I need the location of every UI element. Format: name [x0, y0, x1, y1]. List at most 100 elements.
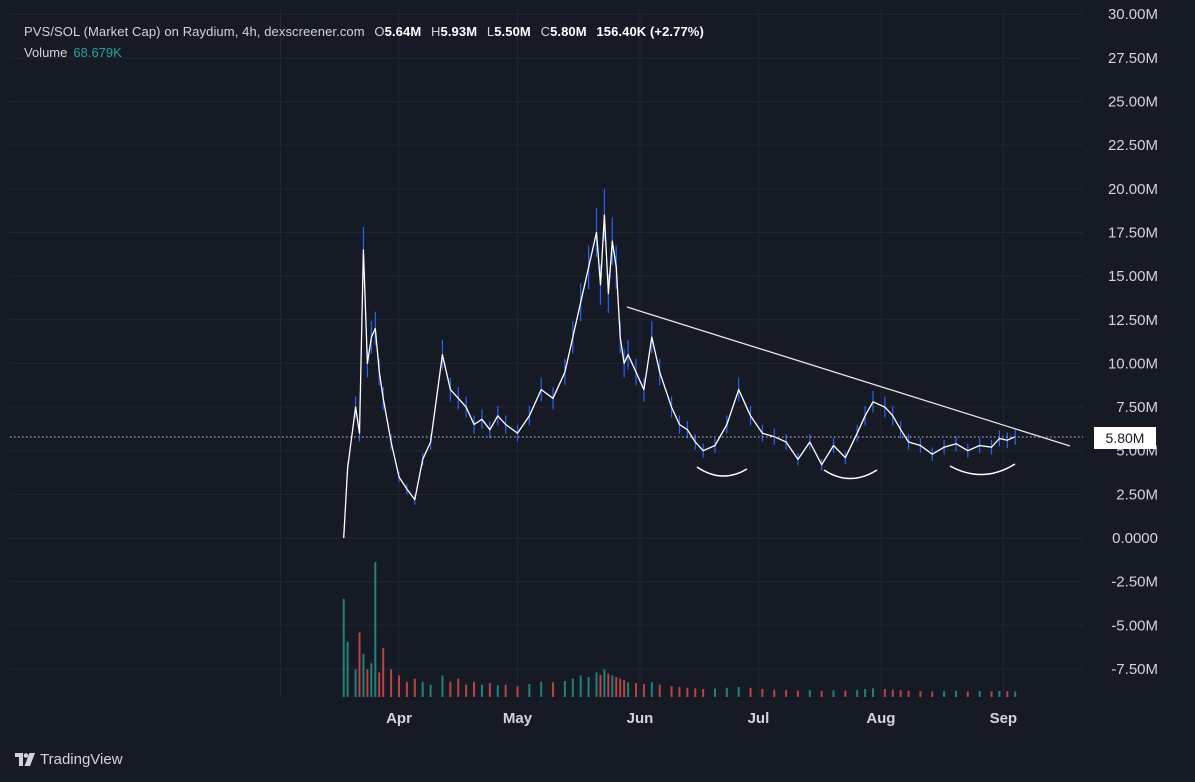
volume-bar [808, 689, 811, 697]
gridlines [10, 10, 1083, 698]
volume-bar [595, 672, 598, 697]
y-tick-label: 27.50M [1108, 50, 1158, 67]
volume-bar [623, 680, 626, 697]
price-line [343, 214, 1016, 539]
volume-bar [346, 641, 349, 697]
high-value: 5.93M [440, 24, 478, 39]
volume-bar [465, 684, 468, 697]
symbol-title[interactable]: PVS/SOL (Market Cap) on Raydium, 4h, dex… [24, 24, 365, 39]
volume-bar [358, 632, 361, 697]
volume-bar [552, 682, 555, 697]
volume-bar [642, 684, 645, 697]
y-tick-label: 17.50M [1108, 224, 1158, 241]
volume-bar [611, 675, 614, 697]
rounded-bottom-3 [949, 463, 1016, 476]
volume-bars [342, 562, 1017, 697]
volume-bar [488, 683, 491, 697]
volume-bar [891, 689, 894, 697]
x-tick-label: Apr [386, 710, 412, 727]
volume-bar [405, 681, 408, 697]
y-tick-label: -2.50M [1111, 574, 1158, 591]
volume-bar [449, 681, 452, 697]
volume-bar [670, 686, 673, 697]
volume-bar [603, 669, 606, 697]
y-tick-label: -5.00M [1111, 617, 1158, 634]
volume-bar [954, 690, 957, 697]
volume-legend[interactable]: Volume 68.679K [24, 45, 122, 60]
volume-bar [480, 684, 483, 697]
y-tick-label: 12.50M [1108, 312, 1158, 329]
volume-bar [429, 684, 432, 697]
volume-bar [382, 647, 385, 697]
volume-bar [635, 683, 637, 697]
volume-label: Volume [24, 45, 68, 60]
x-tick-label: Jun [627, 710, 654, 727]
rounded-bottom-2 [823, 469, 878, 480]
volume-bar [650, 682, 653, 697]
volume-bar [931, 691, 934, 697]
volume-bar [990, 691, 993, 697]
volume-bar [966, 691, 969, 697]
volume-bar [678, 686, 681, 697]
y-tick-label: 30.00M [1108, 6, 1158, 23]
y-tick-label: 10.00M [1108, 355, 1158, 372]
volume-bar [504, 684, 507, 697]
open-value: 5.64M [384, 24, 422, 39]
volume-bar [832, 690, 835, 697]
volume-bar [872, 688, 874, 697]
volume-bar [737, 686, 740, 697]
y-tick-label: 25.00M [1108, 94, 1158, 111]
y-tick-label: 0.0000 [1112, 530, 1158, 547]
volume-bar [599, 674, 602, 697]
change-value: 156.40K (+2.77%) [596, 24, 704, 39]
volume-bar [1014, 691, 1017, 697]
volume-bar [413, 678, 416, 697]
volume-bar [785, 689, 788, 697]
volume-bar [844, 690, 847, 697]
volume-bar [899, 690, 902, 697]
volume-bar [627, 682, 630, 697]
volume-bar [943, 691, 946, 697]
descending-trendline [626, 306, 1071, 447]
x-tick-label: Sep [990, 710, 1018, 727]
volume-bar [761, 689, 764, 697]
volume-bar [516, 686, 519, 697]
volume-bar [374, 562, 377, 697]
volume-bar [362, 654, 365, 697]
volume-bar [615, 677, 618, 697]
close-label: C [540, 24, 551, 39]
volume-bar [820, 690, 823, 697]
volume-bar [441, 675, 444, 697]
y-tick-label: 7.50M [1116, 399, 1158, 416]
volume-bar [579, 675, 582, 697]
volume-bar [619, 678, 622, 697]
high-label: H [431, 24, 441, 39]
x-tick-label: Aug [866, 710, 895, 727]
volume-bar [658, 684, 661, 697]
volume-bar [998, 691, 1001, 697]
volume-bar [354, 669, 357, 697]
x-tick-label: May [503, 710, 533, 727]
x-axis[interactable]: Apr May Jun Jul Aug Sep [386, 710, 1017, 727]
y-tick-label: 2.50M [1116, 486, 1158, 503]
volume-bar [864, 689, 867, 697]
volume-bar [749, 687, 752, 697]
volume-value: 68.679K [73, 45, 122, 60]
volume-bar [398, 675, 400, 697]
y-tick-label: 15.00M [1108, 268, 1158, 285]
volume-bar [686, 687, 689, 697]
x-tick-label: Jul [748, 710, 770, 727]
volume-bar [540, 681, 543, 697]
volume-bar [378, 672, 381, 697]
volume-bar [366, 669, 369, 697]
y-tick-label: 20.00M [1108, 181, 1158, 198]
y-tick-label: 22.50M [1108, 137, 1158, 154]
tradingview-brand[interactable]: TradingView [14, 751, 123, 768]
volume-bar [694, 688, 697, 697]
low-value: 5.50M [494, 24, 531, 39]
volume-bar [773, 689, 776, 697]
volume-bar [883, 689, 886, 697]
y-axis[interactable]: 30.00M 27.50M 25.00M 22.50M 20.00M 17.50M 15.0… [1108, 6, 1158, 678]
plot-area[interactable] [10, 10, 1083, 698]
